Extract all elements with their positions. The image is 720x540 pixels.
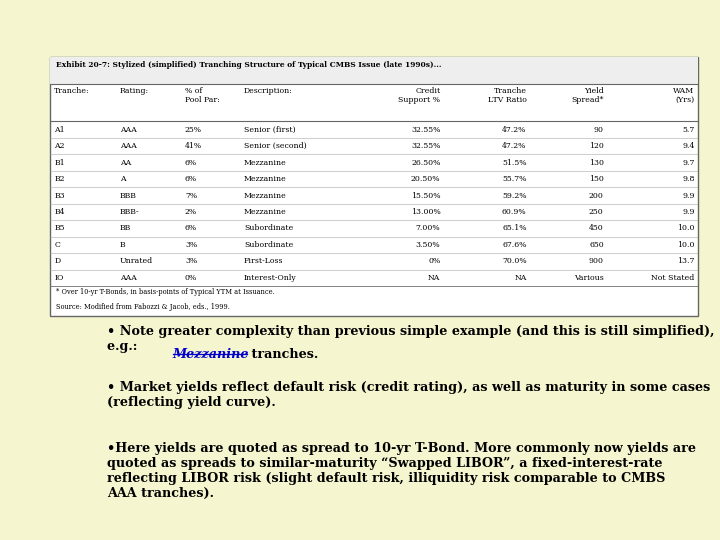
Text: 150: 150: [589, 175, 604, 183]
Text: • Note greater complexity than previous simple example (and this is still simpli: • Note greater complexity than previous …: [107, 325, 714, 353]
Text: Mezzanine: Mezzanine: [244, 175, 287, 183]
Text: 59.2%: 59.2%: [502, 192, 526, 200]
Text: Senior (second): Senior (second): [244, 142, 307, 150]
Text: 13.00%: 13.00%: [410, 208, 441, 216]
Text: 3%: 3%: [185, 258, 197, 265]
Text: 3.50%: 3.50%: [415, 241, 441, 249]
Text: 9.9: 9.9: [682, 208, 695, 216]
Text: 20.50%: 20.50%: [411, 175, 441, 183]
Text: A1: A1: [54, 126, 65, 134]
Bar: [50, 57, 698, 84]
Text: D: D: [54, 258, 60, 265]
Text: Unrated: Unrated: [120, 258, 153, 265]
Text: WAM
(Yrs): WAM (Yrs): [673, 86, 695, 104]
Text: •Here yields are quoted as spread to 10-yr T-Bond. More commonly now yields are
: •Here yields are quoted as spread to 10-…: [107, 442, 696, 501]
Text: 32.55%: 32.55%: [411, 126, 441, 134]
Text: Mezzanine: Mezzanine: [244, 208, 287, 216]
Text: * Over 10-yr T-Bonds, in basis-points of Typical YTM at Issuance.: * Over 10-yr T-Bonds, in basis-points of…: [55, 288, 274, 296]
Text: Various: Various: [574, 274, 604, 282]
Text: 450: 450: [589, 225, 604, 233]
Text: Mezzanine: Mezzanine: [173, 348, 249, 361]
Text: B5: B5: [54, 225, 65, 233]
Text: Yield
Spread*: Yield Spread*: [571, 86, 604, 104]
Text: 15.50%: 15.50%: [411, 192, 441, 200]
Text: 7%: 7%: [185, 192, 197, 200]
Text: Rating:: Rating:: [120, 86, 149, 94]
Text: BB: BB: [120, 225, 131, 233]
Text: Tranche:: Tranche:: [54, 86, 90, 94]
Text: Interest-Only: Interest-Only: [244, 274, 297, 282]
Text: A: A: [120, 175, 125, 183]
Text: 650: 650: [589, 241, 604, 249]
Text: 0%: 0%: [428, 258, 441, 265]
Text: AAA: AAA: [120, 274, 137, 282]
Text: 32.55%: 32.55%: [411, 142, 441, 150]
Text: 20.3.2  Credit rating & CMBS structure...: 20.3.2 Credit rating & CMBS structure...: [107, 79, 525, 97]
Text: IO: IO: [54, 274, 63, 282]
Text: 41%: 41%: [185, 142, 202, 150]
Text: 120: 120: [589, 142, 604, 150]
Text: Subordinate: Subordinate: [244, 241, 293, 249]
Text: 65.1%: 65.1%: [502, 225, 526, 233]
Text: 70.0%: 70.0%: [502, 258, 526, 265]
Text: 60.9%: 60.9%: [502, 208, 526, 216]
Text: Description:: Description:: [244, 86, 293, 94]
Text: Not Stated: Not Stated: [652, 274, 695, 282]
Text: B3: B3: [54, 192, 65, 200]
Text: % of
Pool Par:: % of Pool Par:: [185, 86, 220, 104]
Text: 26.50%: 26.50%: [411, 159, 441, 167]
Text: First-Loss: First-Loss: [244, 258, 284, 265]
Text: Tranche
LTV Ratio: Tranche LTV Ratio: [487, 86, 526, 104]
Text: 10.0: 10.0: [677, 241, 695, 249]
Text: AAA: AAA: [120, 142, 137, 150]
Text: Mezzanine: Mezzanine: [244, 192, 287, 200]
Text: 130: 130: [589, 159, 604, 167]
Text: 25%: 25%: [185, 126, 202, 134]
Text: NA: NA: [428, 274, 441, 282]
Text: BBB-: BBB-: [120, 208, 139, 216]
Text: B: B: [120, 241, 125, 249]
Text: 6%: 6%: [185, 225, 197, 233]
Text: 9.7: 9.7: [682, 159, 695, 167]
Text: 9.4: 9.4: [682, 142, 695, 150]
Text: 47.2%: 47.2%: [503, 142, 526, 150]
Text: BBB: BBB: [120, 192, 137, 200]
Text: AAA: AAA: [120, 126, 137, 134]
Text: B2: B2: [54, 175, 65, 183]
Text: • Market yields reflect default risk (credit rating), as well as maturity in som: • Market yields reflect default risk (cr…: [107, 381, 710, 409]
Text: Senior (first): Senior (first): [244, 126, 296, 134]
Text: Subordinate: Subordinate: [244, 225, 293, 233]
Text: NA: NA: [514, 274, 526, 282]
Text: 47.2%: 47.2%: [503, 126, 526, 134]
Text: B1: B1: [54, 159, 65, 167]
Text: 90: 90: [594, 126, 604, 134]
Text: 7.00%: 7.00%: [415, 225, 441, 233]
Text: 9.8: 9.8: [682, 175, 695, 183]
Text: 3%: 3%: [185, 241, 197, 249]
Text: 6%: 6%: [185, 159, 197, 167]
Text: 9.9: 9.9: [682, 192, 695, 200]
Text: Mezzanine: Mezzanine: [244, 159, 287, 167]
Text: 5.7: 5.7: [683, 126, 695, 134]
Text: Exhibit 20-7: Stylized (simplified) Tranching Structure of Typical CMBS Issue (l: Exhibit 20-7: Stylized (simplified) Tran…: [55, 60, 441, 69]
Text: B4: B4: [54, 208, 65, 216]
Text: 200: 200: [589, 192, 604, 200]
Text: 6%: 6%: [185, 175, 197, 183]
Text: 0%: 0%: [185, 274, 197, 282]
Text: AA: AA: [120, 159, 131, 167]
Text: A2: A2: [54, 142, 65, 150]
Text: 55.7%: 55.7%: [503, 175, 526, 183]
Text: C: C: [54, 241, 60, 249]
Text: 250: 250: [589, 208, 604, 216]
Text: Source: Modified from Fabozzi & Jacob, eds., 1999.: Source: Modified from Fabozzi & Jacob, e…: [55, 303, 230, 311]
Text: 2%: 2%: [185, 208, 197, 216]
Text: 13.7: 13.7: [677, 258, 695, 265]
Text: tranches.: tranches.: [248, 348, 319, 361]
Text: Credit
Support %: Credit Support %: [398, 86, 441, 104]
Text: 900: 900: [589, 258, 604, 265]
Text: 10.0: 10.0: [677, 225, 695, 233]
Text: 67.6%: 67.6%: [503, 241, 526, 249]
Text: 51.5%: 51.5%: [502, 159, 526, 167]
